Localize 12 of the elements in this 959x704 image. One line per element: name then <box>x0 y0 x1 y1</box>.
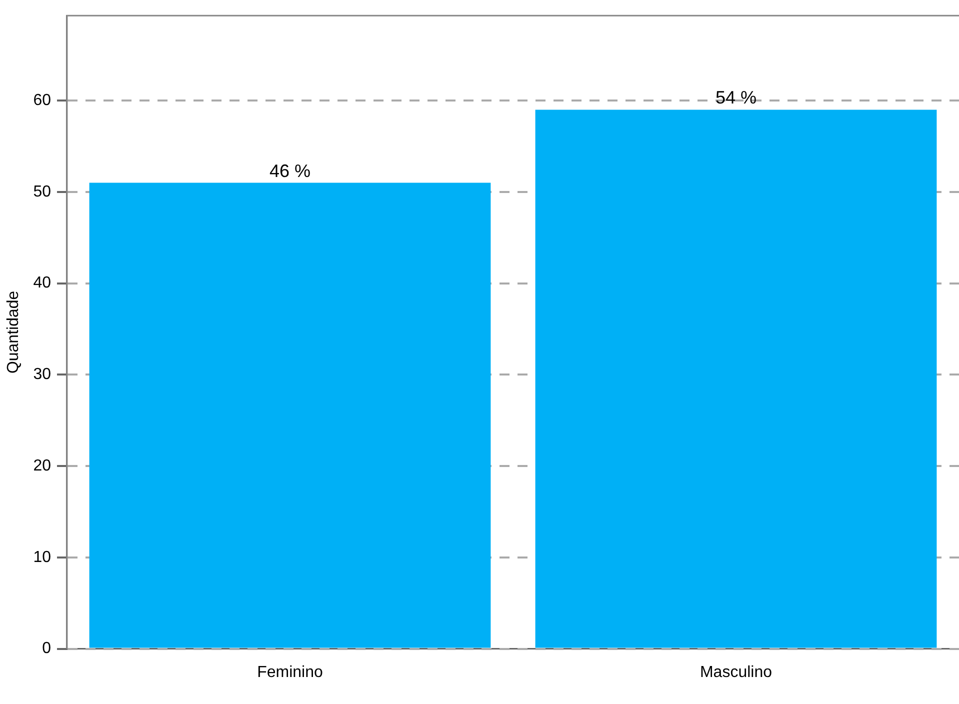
y-tick-label: 30 <box>33 366 52 384</box>
x-tick-label: Masculino <box>700 664 772 681</box>
annotation: 46 % <box>269 160 311 181</box>
y-tick-label: 20 <box>33 457 52 474</box>
x-tick-label: Feminino <box>257 664 323 681</box>
annotation: 54 % <box>715 88 757 108</box>
y-tick-label: 60 <box>33 92 52 109</box>
y-tick-label: 40 <box>33 274 52 292</box>
y-axis-title: Quantidade <box>5 290 22 374</box>
y-tick-label: 0 <box>42 640 52 658</box>
y-tick-label: 10 <box>33 548 52 566</box>
y-tick-label: 50 <box>33 183 52 200</box>
